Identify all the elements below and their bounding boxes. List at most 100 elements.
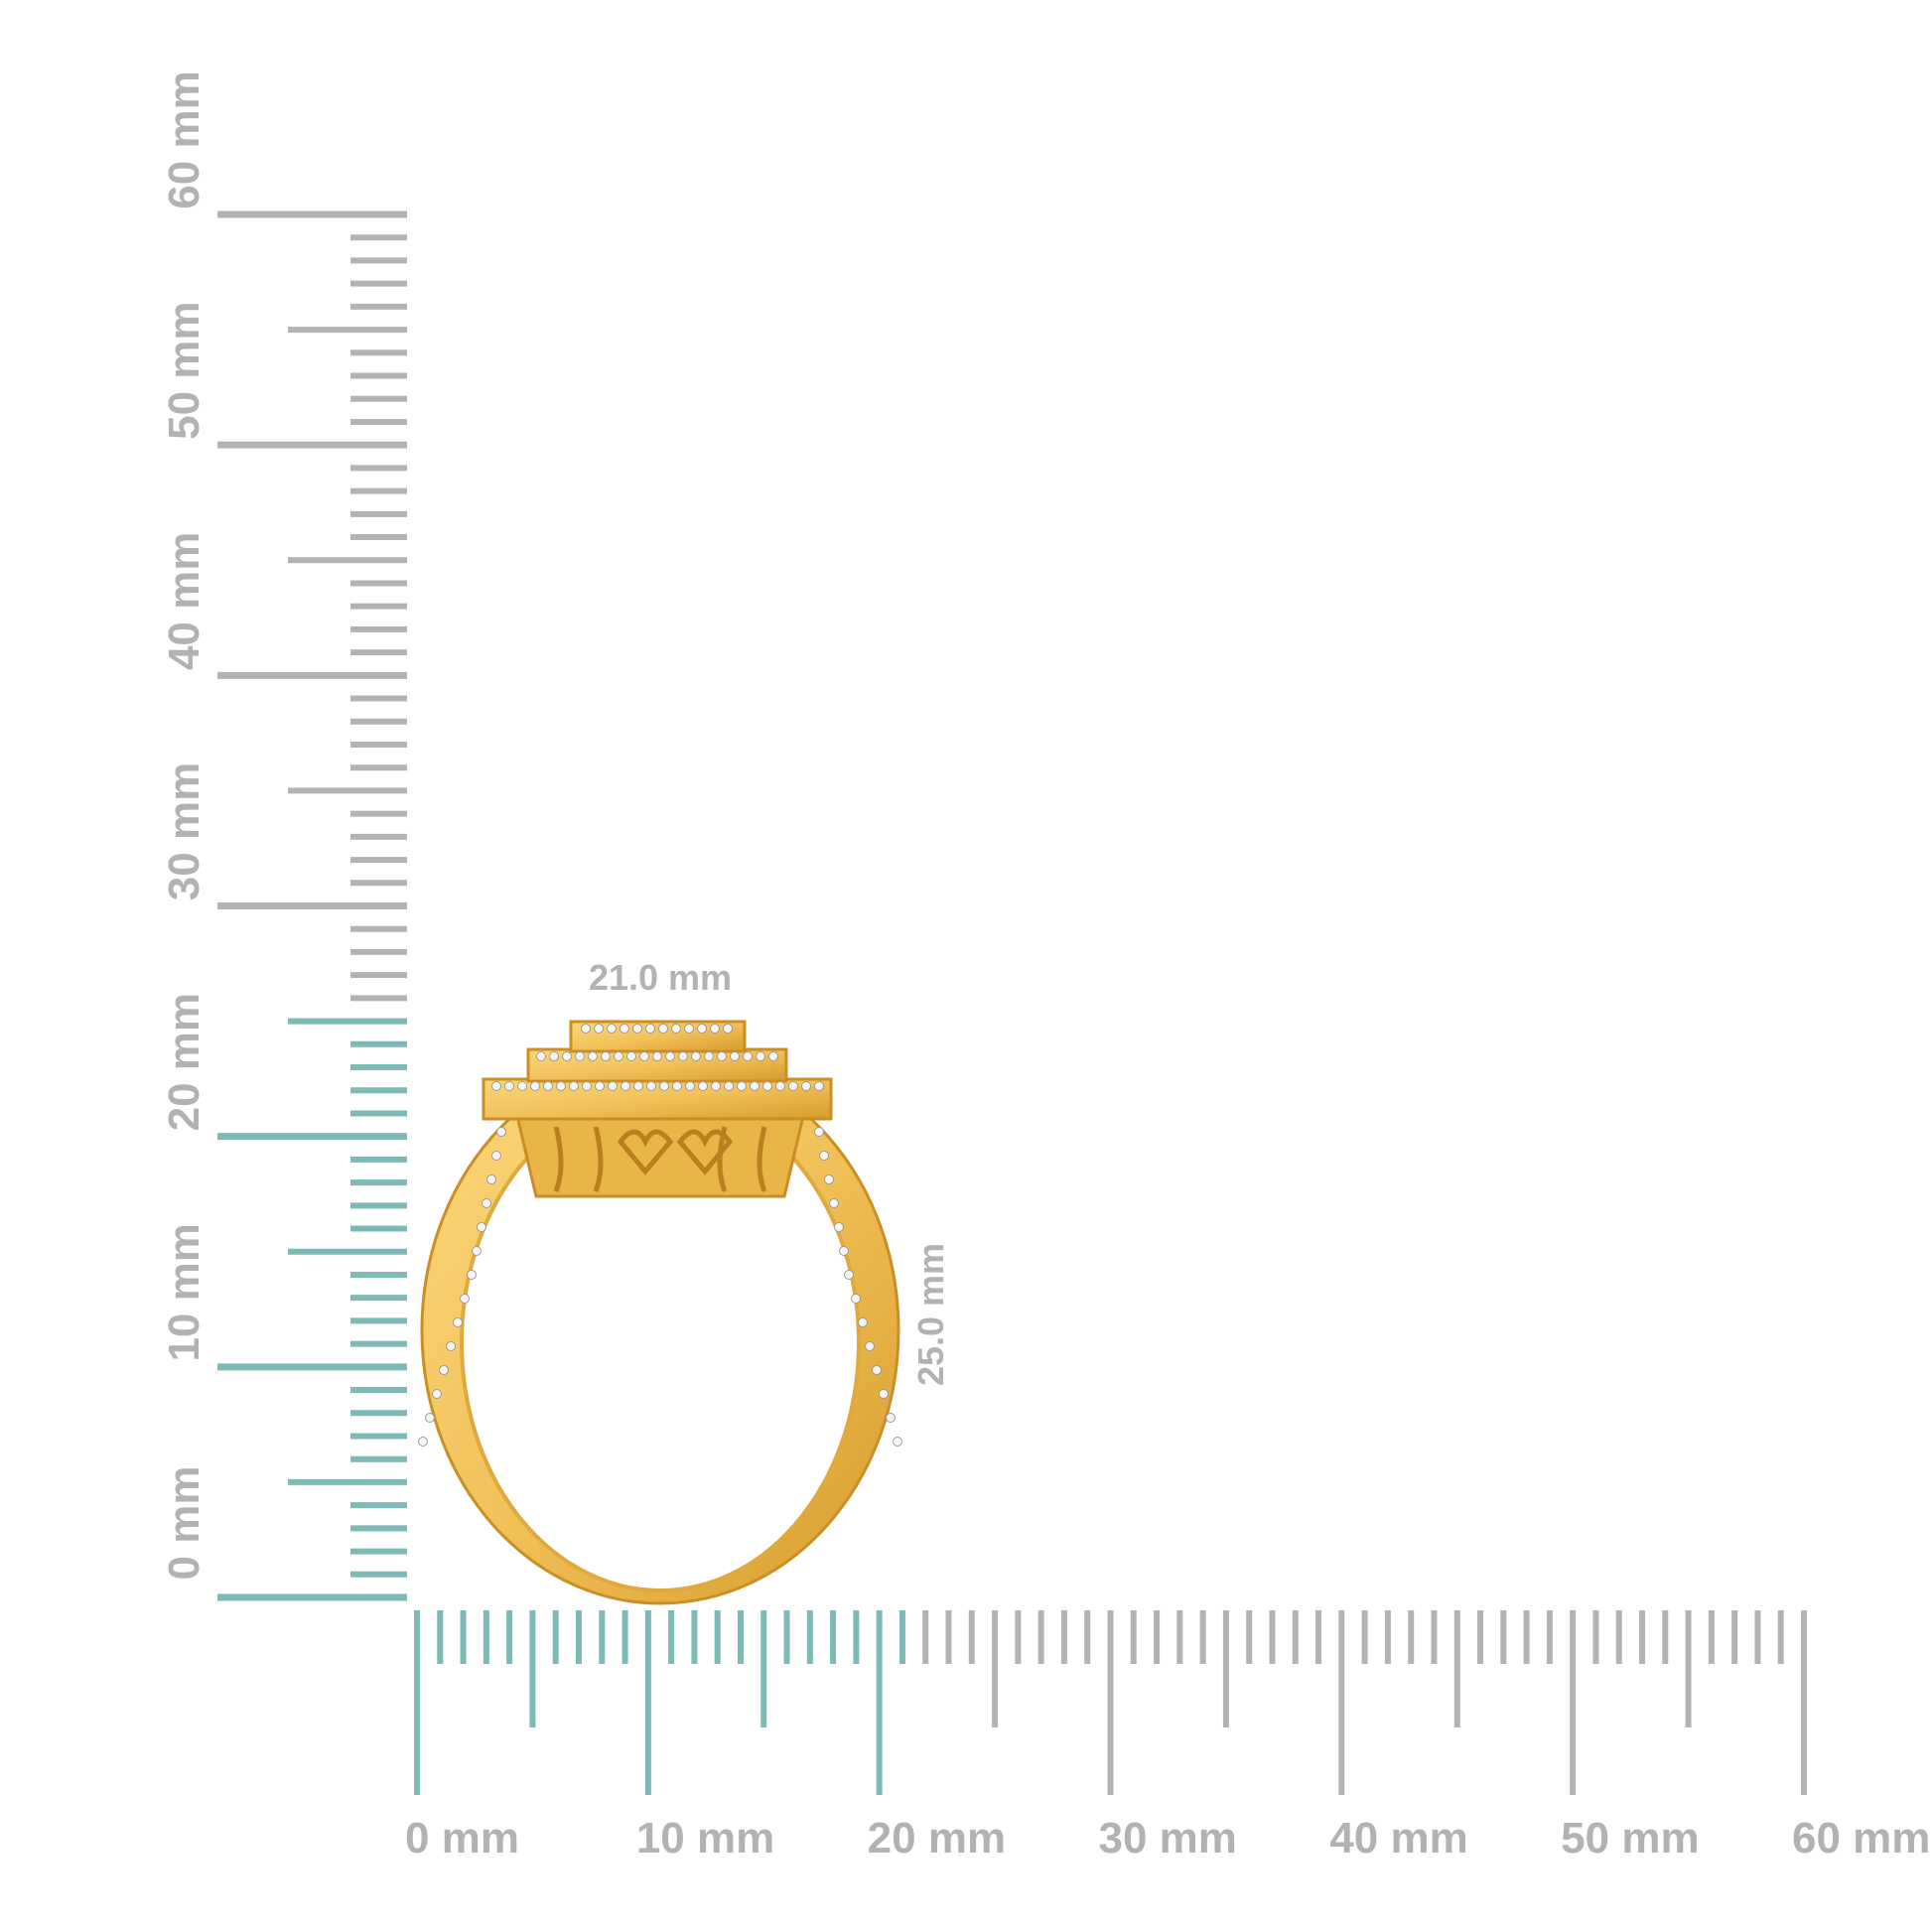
diamond [801,1081,811,1091]
ring-image [418,1020,902,1605]
diamond [768,1051,778,1061]
diamond [724,1081,734,1091]
diamond [496,1127,506,1137]
diamond [472,1246,482,1256]
diamond [581,1024,591,1034]
vertical-ruler-label: 0 mm [160,1466,208,1581]
horizontal-ruler-label: 50 mm [1561,1814,1699,1863]
horizontal-ruler [414,1610,1807,1795]
diamond [865,1341,875,1351]
diamond [601,1051,611,1061]
diamond [697,1024,707,1034]
diamond [639,1051,649,1061]
diamond [425,1413,435,1423]
diamond [844,1270,854,1280]
diamond [750,1081,759,1091]
diamond [711,1081,721,1091]
diamond [607,1024,617,1034]
diamond [737,1081,747,1091]
ring-center-top [569,1020,747,1053]
diamond [775,1081,785,1091]
diamond [588,1051,598,1061]
diamond [460,1294,470,1304]
diamond [432,1389,442,1399]
diamond [824,1174,834,1184]
diamond [486,1174,496,1184]
vertical-ruler-label: 60 mm [160,70,208,208]
diamond [762,1081,772,1091]
diamond [814,1081,824,1091]
diamond [614,1051,623,1061]
horizontal-ruler-label: 40 mm [1329,1814,1467,1863]
diamond [556,1081,566,1091]
diamond [652,1051,662,1061]
horizontal-ruler-labels: 0 mm 10 mm 20 mm 30 mm 40 mm 50 mm 60 mm [405,1814,1930,1863]
diamond [621,1081,630,1091]
diamond [814,1127,824,1137]
diamond [608,1081,618,1091]
diamond [893,1437,902,1447]
diamond [704,1051,714,1061]
diamond [658,1024,668,1034]
diamond [632,1024,642,1034]
diamond [482,1198,491,1208]
vertical-ruler-label: 20 mm [160,993,208,1131]
diamond [595,1081,605,1091]
diamond [517,1081,527,1091]
diamond [467,1270,477,1280]
vertical-ruler-labels: 0 mm 10 mm 20 mm 30 mm 40 mm 50 mm 60 mm [160,70,208,1580]
diamond [659,1081,669,1091]
diamond [530,1081,540,1091]
diamond [418,1437,428,1447]
height-dimension-label: 25.0 mm [910,1243,951,1386]
diamond [626,1051,636,1061]
vertical-ruler-label: 10 mm [160,1223,208,1361]
diamond [491,1081,501,1091]
diamond [569,1081,579,1091]
horizontal-ruler-label: 60 mm [1792,1814,1930,1863]
diamond [684,1024,694,1034]
diamond [594,1024,604,1034]
diamond [685,1081,695,1091]
diamond [504,1081,514,1091]
diamond [633,1081,643,1091]
horizontal-ruler-label: 20 mm [868,1814,1006,1863]
diamond [756,1051,765,1061]
diamond [723,1024,733,1034]
diamond [446,1341,456,1351]
vertical-ruler [217,210,407,1601]
diamond [646,1081,656,1091]
diamond [829,1198,839,1208]
vertical-ruler-label: 50 mm [160,301,208,439]
diamond [562,1051,572,1061]
diamond [743,1051,753,1061]
diamond [886,1413,896,1423]
diamond [491,1151,501,1161]
diamond [453,1317,463,1327]
diamond [672,1081,682,1091]
diamond [439,1365,449,1375]
diamond [710,1024,720,1034]
diamond [477,1222,486,1232]
diamond [678,1051,688,1061]
diamond [665,1051,675,1061]
diamond [717,1051,727,1061]
vertical-ruler-label: 40 mm [160,532,208,670]
diamond [691,1051,701,1061]
diamond [536,1051,546,1061]
diamond [788,1081,798,1091]
diamond [671,1024,681,1034]
diamond [839,1246,849,1256]
diamond [543,1081,553,1091]
diamond [698,1081,708,1091]
diamond [549,1051,559,1061]
horizontal-ruler-label: 10 mm [636,1814,774,1863]
diamond [834,1222,844,1232]
width-dimension-label: 21.0 mm [589,957,732,998]
diamond [620,1024,629,1034]
horizontal-ruler-label: 30 mm [1099,1814,1237,1863]
diamond [575,1051,585,1061]
diamond [645,1024,655,1034]
diamond [879,1389,889,1399]
